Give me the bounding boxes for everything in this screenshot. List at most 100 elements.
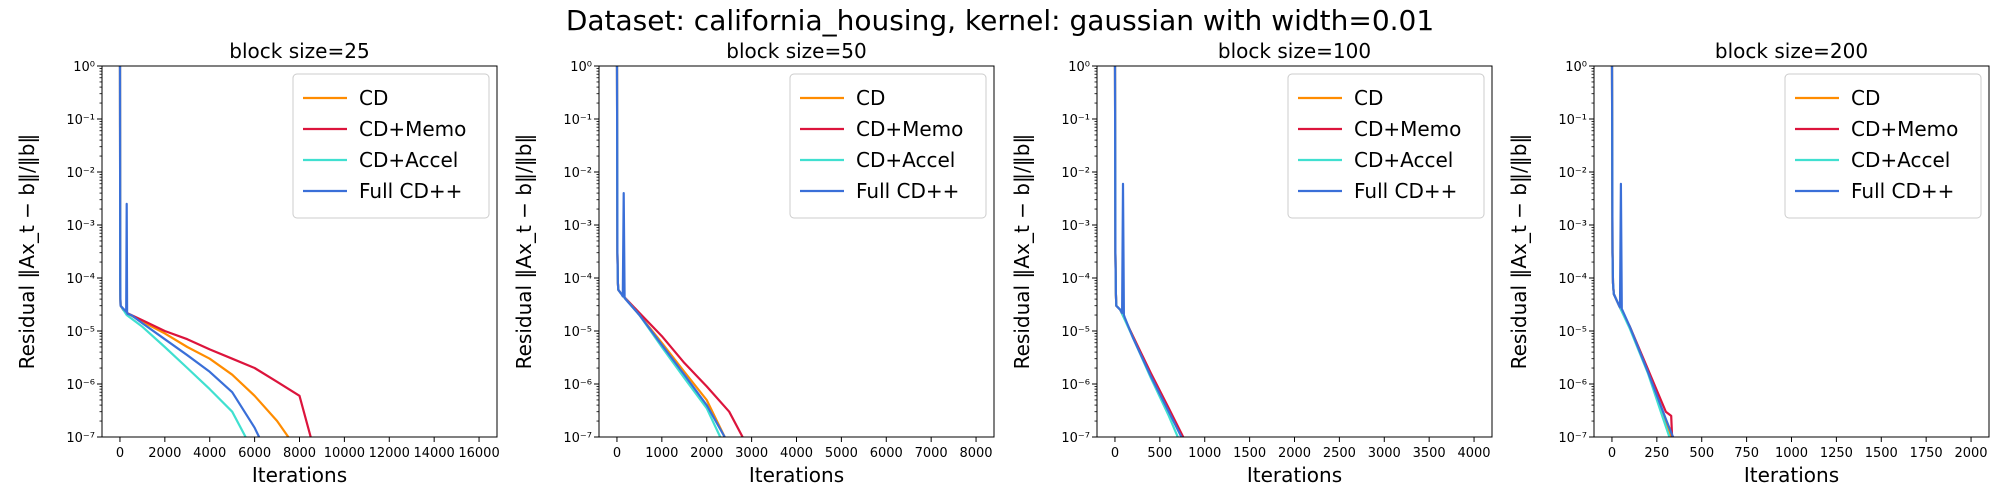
chart-panel-3: 10⁻⁷ 10⁻⁶ 10⁻⁵ 10⁻⁴ 10⁻³ 10⁻² 10⁻¹ 10⁰ 0 500 1000 1… [1010,39,1493,487]
y-tick-label: 10⁻⁷ [1061,431,1090,446]
x-tick-label: 8000 [959,446,992,461]
x-tick-label: 1250 [1820,446,1853,461]
legend-box [1287,73,1485,219]
x-axis-label: Iterations [1247,463,1342,487]
legend-label: CD+Memo [1851,117,1958,141]
x-tick-label: 12000 [369,446,410,461]
y-tick-label: 10⁻² [1558,166,1587,181]
series-line [615,66,722,437]
y-axis-label: Residual ‖Ax_t − b‖/‖b‖ [1507,134,1531,370]
chart-panel-2: 10⁻⁷ 10⁻⁶ 10⁻⁵ 10⁻⁴ 10⁻³ 10⁻² 10⁻¹ 10⁰ 0 1000 2000… [512,39,995,487]
x-tick-label: 6000 [238,446,271,461]
x-tick-label: 500 [1689,446,1714,461]
y-tick-label: 10⁻⁶ [1558,378,1587,393]
y-tick-label: 10⁰ [570,60,592,75]
y-tick-label: 10⁻¹ [66,113,95,128]
y-tick-label: 10⁻³ [66,219,95,234]
x-tick-label: 1000 [645,446,678,461]
legend-label: Full CD++ [359,179,462,203]
x-tick-label: 250 [1644,446,1669,461]
chart-panel-4: 10⁻⁷ 10⁻⁶ 10⁻⁵ 10⁻⁴ 10⁻³ 10⁻² 10⁻¹ 10⁰ 0 250 500 75… [1507,39,1990,487]
legend-label: CD+Accel [1354,148,1453,172]
series-line [1113,66,1183,437]
legend-label: CD+Accel [856,148,955,172]
x-tick-label: 10000 [324,446,365,461]
legend-label: CD [1851,86,1880,110]
x-tick-label: 2000 [1278,446,1311,461]
x-tick-label: 750 [1734,446,1759,461]
y-tick-label: 10⁻⁶ [66,378,95,393]
legend-label: CD+Memo [856,117,963,141]
x-tick-label: 14000 [413,446,454,461]
y-tick-label: 10⁻⁵ [563,325,592,340]
y-tick-label: 10⁻⁴ [66,272,95,287]
x-tick-label: 3000 [1368,446,1401,461]
axes-frame [1096,65,1493,438]
y-axis-label: Residual ‖Ax_t − b‖/‖b‖ [15,134,39,370]
y-tick-label: 10⁻⁵ [1558,325,1587,340]
legend-label: CD+Accel [1851,148,1950,172]
x-tick-label: 2000 [1954,446,1987,461]
x-tick-label: 1000 [1775,446,1808,461]
series-line [1113,66,1184,437]
legend-box [789,73,987,219]
x-tick-label: 1000 [1188,446,1221,461]
series-line [118,66,261,437]
y-tick-label: 10⁻³ [1558,219,1587,234]
x-tick-label: 0 [116,446,124,461]
x-tick-label: 4000 [780,446,813,461]
y-axis-label: Residual ‖Ax_t − b‖/‖b‖ [1010,134,1034,370]
legend-label: CD [359,86,388,110]
x-tick-label: 3500 [1413,446,1446,461]
y-tick-label: 10⁻⁴ [563,272,592,287]
y-tick-label: 10⁻¹ [1061,113,1090,128]
y-tick-label: 10⁻⁷ [66,431,95,446]
panel-title: block size=200 [1715,39,1868,63]
y-tick-label: 10⁻⁴ [1558,272,1587,287]
panel-title: block size=50 [726,39,866,63]
series-line [1610,66,1675,437]
y-tick-label: 10⁻⁵ [66,325,95,340]
y-tick-label: 10⁻⁶ [563,378,592,393]
x-tick-label: 4000 [1457,446,1490,461]
y-tick-label: 10⁻³ [1061,219,1090,234]
x-tick-label: 1750 [1910,446,1943,461]
x-tick-label: 6000 [870,446,903,461]
y-tick-label: 10⁻² [563,166,592,181]
legend-label: Full CD++ [856,179,959,203]
x-tick-label: 2000 [690,446,723,461]
x-tick-label: 0 [1111,446,1119,461]
y-tick-label: 10⁰ [73,60,95,75]
chart-panel-1: 10⁻⁷ 10⁻⁶ 10⁻⁵ 10⁻⁴ 10⁻³ 10⁻² 10⁻¹ 10⁰ 0 2000 4000… [15,39,500,487]
x-tick-label: 2500 [1323,446,1356,461]
axes-frame [1593,65,1990,438]
x-tick-label: 8000 [283,446,316,461]
x-tick-label: 16000 [458,446,499,461]
legend-label: Full CD++ [1354,179,1457,203]
series-line [1113,66,1185,437]
y-tick-label: 10⁻⁷ [1558,431,1587,446]
y-tick-label: 10⁰ [1565,60,1587,75]
series-line [615,66,726,437]
y-tick-label: 10⁻² [66,166,95,181]
series-line [615,66,726,437]
y-tick-label: 10⁻⁶ [1061,378,1090,393]
y-tick-label: 10⁰ [1068,60,1090,75]
legend-box [1784,73,1982,219]
x-tick-label: 0 [1608,446,1616,461]
x-axis-label: Iterations [252,463,347,487]
series-line [118,66,290,437]
legend-label: CD [856,86,885,110]
legend-box [292,73,490,219]
y-tick-label: 10⁻³ [563,219,592,234]
x-tick-label: 5000 [825,446,858,461]
legend-label: CD [1354,86,1383,110]
y-tick-label: 10⁻⁷ [563,431,592,446]
y-tick-label: 10⁻⁵ [1061,325,1090,340]
panel-title: block size=100 [1218,39,1371,63]
x-tick-label: 3000 [735,446,768,461]
series-line [615,66,744,437]
axes-frame [598,65,995,438]
figure-title: Dataset: california_housing, kernel: gau… [565,4,1435,37]
